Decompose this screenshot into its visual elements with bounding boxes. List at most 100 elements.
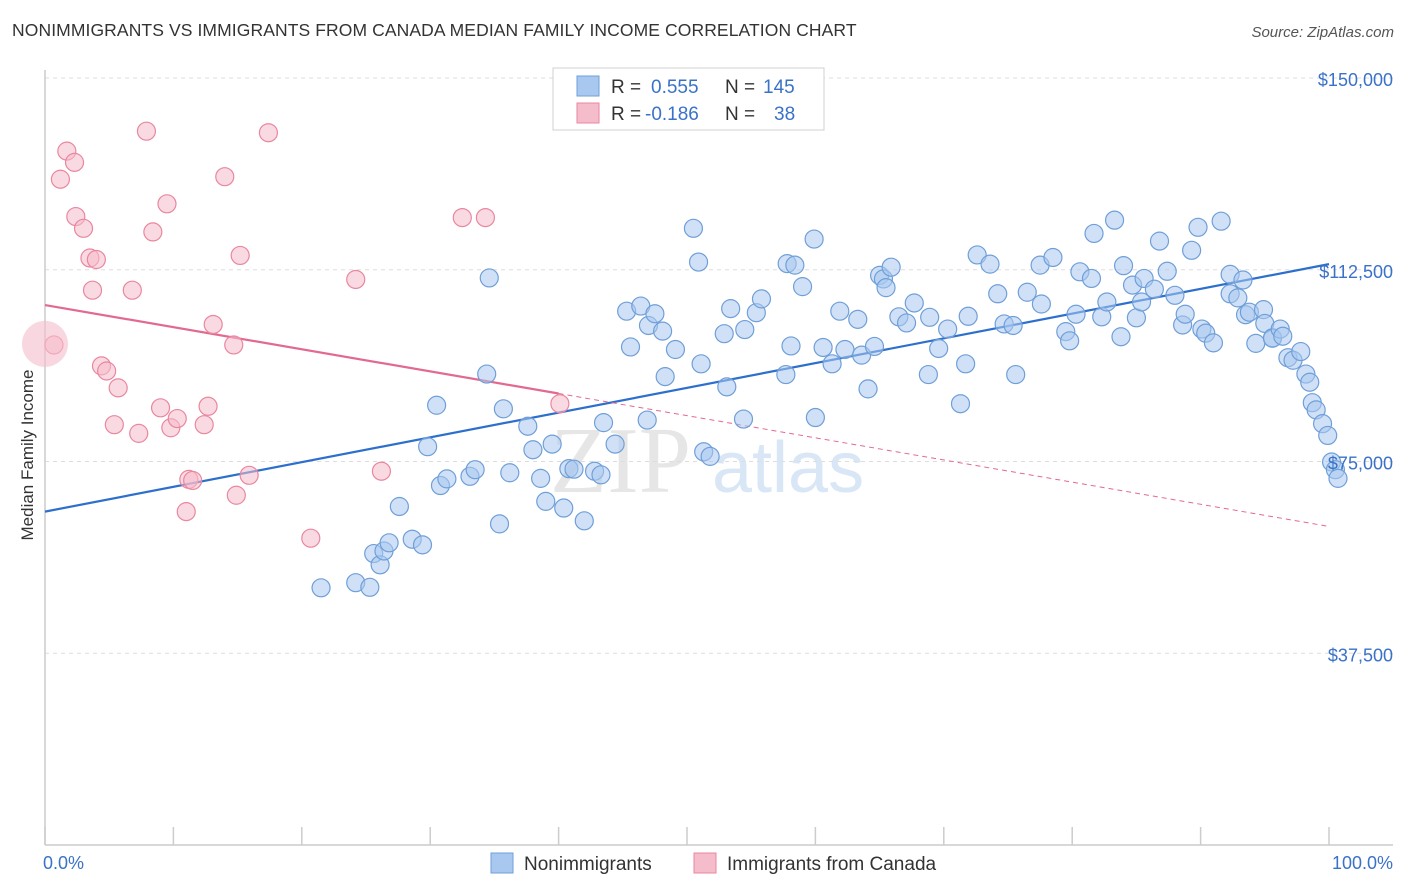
nonimmigrants-point-32: [593, 413, 614, 433]
y-tick-label-0: $37,500: [1328, 645, 1393, 665]
nonimmigrants-point-103: [1111, 327, 1131, 347]
legend-n-value-nonimmigrants: 145: [763, 77, 795, 98]
immigrants-point-10: [97, 361, 117, 381]
watermark-atlas: atlas: [712, 428, 864, 508]
nonimmigrants-point-88: [1003, 315, 1023, 336]
nonimmigrants-point-50: [721, 299, 741, 319]
legend-n-value-immigrants: 38: [774, 104, 795, 125]
immigrants-point-11: [104, 415, 124, 435]
y-axis-title: Median Family Income: [18, 369, 37, 540]
nonimmigrants-point-55: [776, 364, 796, 385]
nonimmigrants-point-31: [591, 465, 611, 485]
nonimmigrants-point-79: [929, 338, 949, 359]
nonimmigrants-point-93: [1043, 247, 1063, 268]
nonimmigrants-point-16: [479, 268, 499, 288]
legend-swatch-immigrants: [576, 102, 600, 124]
nonimmigrants-point-29: [574, 511, 594, 531]
nonimmigrants-point-44: [688, 252, 709, 272]
immigrants-point-18: [157, 194, 177, 214]
nonimmigrants-point-45: [691, 354, 711, 374]
immigrants-point-16: [143, 222, 163, 242]
nonimmigrants-point-80: [938, 319, 958, 339]
nonimmigrants-point-10: [418, 437, 438, 457]
nonimmigrants-point-145: [1328, 468, 1348, 488]
immigrants-point-23: [183, 470, 203, 491]
nonimmigrants-point-102: [1104, 210, 1125, 230]
nonimmigrants-point-11: [427, 395, 447, 415]
nonimmigrants-point-72: [881, 257, 901, 277]
bottom-legend-swatch-immigrants: [693, 852, 717, 874]
nonimmigrants-point-112: [1165, 285, 1185, 305]
immigrants-point-14: [129, 423, 149, 443]
nonimmigrants-point-127: [1246, 333, 1266, 353]
immigrants-point-33: [301, 528, 321, 548]
x-tick-label-max: 100.0%: [1332, 853, 1393, 873]
nonimmigrants-point-9: [412, 535, 433, 555]
immigrants-point-8: [86, 249, 106, 270]
nonimmigrants-point-82: [956, 354, 976, 374]
nonimmigrants-point-19: [493, 399, 513, 419]
nonimmigrants-point-138: [1300, 372, 1320, 392]
nonimmigrants-point-68: [858, 379, 878, 399]
nonimmigrants-point-22: [523, 440, 543, 460]
series-immigrants-from-canada: [22, 121, 570, 548]
series-legend: Nonimmigrants Immigrants from Canada: [490, 852, 937, 875]
nonimmigrants-point-41: [655, 367, 675, 387]
nonimmigrants-point-23: [531, 468, 551, 488]
nonimmigrants-point-85: [980, 254, 1000, 274]
immigrants-point-12: [108, 378, 128, 398]
immigrants-point-38: [550, 394, 570, 414]
nonimmigrants-point-96: [1066, 304, 1086, 324]
nonimmigrants-point-76: [904, 293, 924, 313]
nonimmigrants-point-75: [896, 313, 917, 333]
nonimmigrants-point-89: [1006, 364, 1026, 385]
nonimmigrants-point-111: [1157, 261, 1177, 281]
immigrants-point-29: [226, 485, 246, 505]
nonimmigrants-point-7: [389, 496, 409, 517]
nonimmigrants-point-40: [653, 321, 673, 341]
nonimmigrants-point-24: [536, 491, 556, 511]
nonimmigrants-point-26: [554, 498, 574, 518]
y-tick-label-2: $112,500: [1319, 262, 1393, 282]
legend-r-label-immigrants: R =: [611, 104, 641, 125]
nonimmigrants-point-73: [876, 278, 896, 298]
nonimmigrants-point-21: [518, 416, 538, 436]
nonimmigrants-point-60: [804, 229, 824, 249]
nonimmigrants-point-28: [564, 459, 584, 479]
nonimmigrants-point-20: [500, 463, 520, 483]
gridlines: [45, 77, 1393, 654]
immigrants-point-27: [215, 167, 235, 187]
nonimmigrants-point-109: [1144, 279, 1164, 299]
nonimmigrants-point-49: [717, 377, 737, 397]
legend-r-value-nonimmigrants: 0.555: [651, 77, 699, 98]
immigrants-point-large: [22, 320, 68, 367]
nonimmigrants-point-124: [1233, 270, 1253, 290]
nonimmigrants-point-37: [637, 410, 657, 430]
nonimmigrants-point-15: [465, 460, 485, 480]
stats-legend: R = 0.555 N = 145 R = -0.186 N = 38: [552, 67, 825, 131]
nonimmigrants-point-115: [1182, 240, 1202, 260]
nonimmigrants-point-62: [813, 337, 833, 358]
nonimmigrants-point-81: [950, 394, 971, 414]
nonimmigrants-point-69: [864, 336, 885, 357]
nonimmigrants-point-33: [605, 434, 625, 454]
nonimmigrants-point-120: [1211, 211, 1231, 231]
trend-line-immigrants-extrapolated: [558, 392, 1330, 527]
nonimmigrants-point-54: [751, 289, 772, 309]
immigrants-point-35: [371, 461, 392, 481]
immigrants-point-15: [136, 121, 157, 141]
nonimmigrants-point-39: [645, 304, 665, 324]
nonimmigrants-point-43: [683, 218, 704, 238]
nonimmigrants-point-110: [1149, 231, 1170, 251]
legend-r-label-nonimmigrants: R =: [611, 77, 641, 98]
nonimmigrants-point-25: [542, 434, 562, 454]
nonimmigrants-point-107: [1131, 292, 1152, 312]
x-axis-ticks: [44, 827, 1330, 845]
nonimmigrants-point-64: [830, 301, 850, 321]
immigrants-point-21: [176, 502, 196, 522]
nonimmigrants-point-133: [1273, 326, 1293, 346]
nonimmigrants-point-83: [958, 306, 978, 326]
nonimmigrants-point-59: [792, 277, 813, 297]
nonimmigrants-point-61: [805, 407, 826, 428]
